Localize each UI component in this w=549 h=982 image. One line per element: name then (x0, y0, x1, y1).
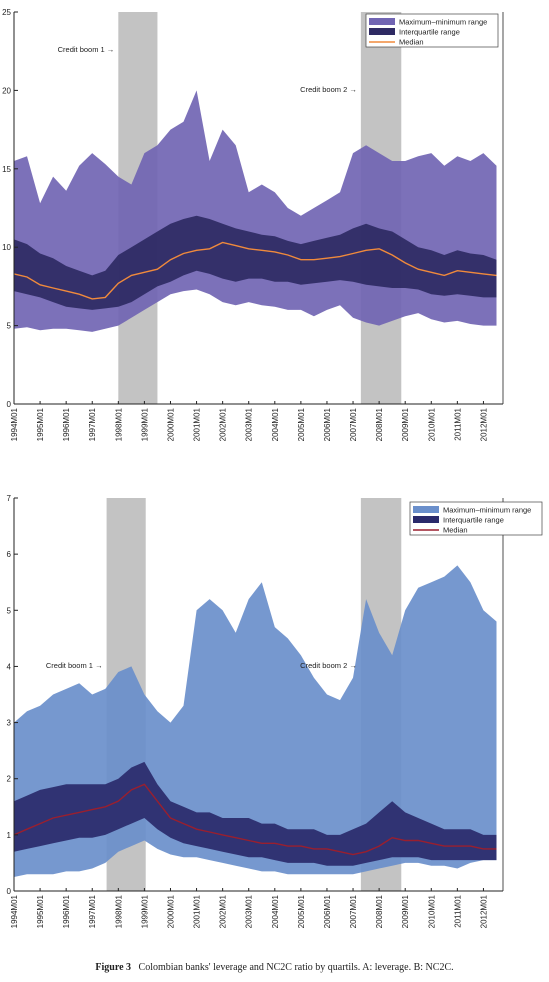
x-tick-label: 1995M01 (36, 894, 45, 928)
x-tick-label: 2008M01 (375, 894, 384, 928)
legend-label: Interquartile range (443, 516, 504, 525)
y-tick-label: 25 (2, 8, 11, 17)
figure-caption: Figure 3 Colombian banks' leverage and N… (0, 962, 549, 973)
credit-boom-label-2: Credit boom 2 → (300, 85, 357, 94)
x-tick-label: 1999M01 (140, 407, 149, 441)
chart-panel-a: 0 5 10 15 20 25 1994M01 1995M01 1996M01 1997M01 19… (2, 8, 504, 441)
x-tick-label: 2006M01 (323, 407, 332, 441)
caption-text: Colombian banks' leverage and NC2C ratio… (138, 962, 454, 973)
y-tick-label: 6 (7, 550, 12, 559)
legend-swatch (369, 18, 395, 25)
x-tick-label: 2000M01 (167, 894, 176, 928)
legend-label: Maximum–minimum range (443, 506, 531, 515)
x-tick-label: 2006M01 (323, 894, 332, 928)
x-tick-label: 2005M01 (297, 407, 306, 441)
x-tick-label: 1996M01 (62, 894, 71, 928)
x-tick-label: 2003M01 (245, 407, 254, 441)
x-tick-label: 1996M01 (62, 407, 71, 441)
x-tick-label: 2001M01 (193, 407, 202, 441)
y-tick-label: 5 (7, 606, 12, 615)
x-tick-label: 2010M01 (427, 407, 436, 441)
y-tick-label: 7 (7, 494, 12, 503)
x-tick-label: 1994M01 (10, 894, 19, 928)
caption-label: Figure 3 (95, 962, 132, 973)
credit-boom-label-1: Credit boom 1 → (46, 661, 103, 670)
x-tick-label: 2001M01 (193, 894, 202, 928)
x-tick-label: 2009M01 (401, 894, 410, 928)
y-tick-label: 1 (7, 831, 12, 840)
x-tick-label: 1998M01 (114, 894, 123, 928)
x-tick-label: 2009M01 (401, 407, 410, 441)
credit-boom-label-2: Credit boom 2 → (300, 661, 357, 670)
legend-swatch (369, 28, 395, 35)
x-tick-label: 1995M01 (36, 407, 45, 441)
x-tick-label: 2005M01 (297, 894, 306, 928)
y-tick-label: 15 (2, 165, 11, 174)
x-tick-label: 2003M01 (245, 894, 254, 928)
y-tick-label: 20 (2, 86, 11, 95)
x-tick-label: 2007M01 (349, 407, 358, 441)
legend-label: Maximum–minimum range (399, 18, 487, 27)
x-tick-label: 2002M01 (219, 407, 228, 441)
x-tick-label: 1999M01 (140, 894, 149, 928)
x-tick-label: 2012M01 (479, 894, 488, 928)
y-tick-label: 5 (7, 322, 12, 331)
x-tick-label: 1998M01 (114, 407, 123, 441)
x-tick-label: 2010M01 (427, 894, 436, 928)
interquartile-range-band (14, 215, 497, 310)
y-tick-label: 10 (2, 243, 11, 252)
legend-swatch (413, 506, 439, 513)
x-tick-label: 1997M01 (88, 407, 97, 441)
median-line (13, 241, 497, 300)
x-tick-label: 2012M01 (479, 407, 488, 441)
y-tick-label: 0 (7, 400, 12, 409)
x-tick-label: 1997M01 (88, 894, 97, 928)
y-tick-label: 2 (7, 775, 12, 784)
y-tick-label: 3 (7, 719, 12, 728)
legend-label: Interquartile range (399, 28, 460, 37)
x-tick-label: 1994M01 (10, 407, 19, 441)
legend-label: Median (443, 526, 468, 535)
credit-boom-label-1: Credit boom 1 → (58, 45, 115, 54)
x-tick-label: 2008M01 (375, 407, 384, 441)
legend-label: Median (399, 38, 424, 47)
x-tick-label: 2004M01 (271, 407, 280, 441)
x-tick-label: 2000M01 (167, 407, 176, 441)
x-tick-label: 2004M01 (271, 894, 280, 928)
x-tick-label: 2002M01 (219, 894, 228, 928)
legend-swatch (413, 516, 439, 523)
median-line (13, 783, 497, 856)
x-tick-label: 2011M01 (453, 407, 462, 440)
y-tick-label: 0 (7, 887, 12, 896)
x-tick-label: 2007M01 (349, 894, 358, 928)
y-tick-label: 4 (7, 662, 12, 671)
chart-panel-b: 0 1 2 3 4 5 6 7 1994M01 1995M01 1996M01 1997M01 1998… (7, 494, 543, 928)
x-tick-label: 2011M01 (453, 894, 462, 927)
